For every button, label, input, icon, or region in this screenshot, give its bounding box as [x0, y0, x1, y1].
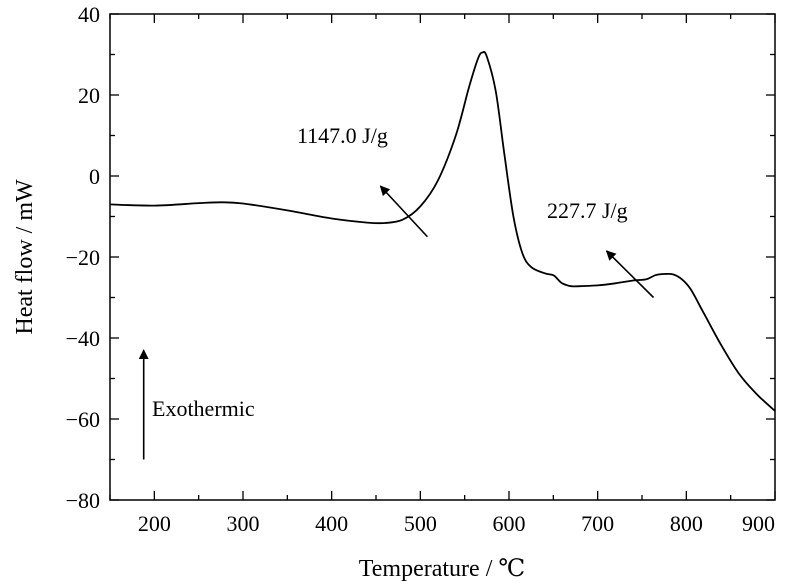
y-tick-label: 20	[78, 83, 100, 108]
x-axis-title: Temperature / ℃	[359, 556, 525, 582]
y-tick-label: −60	[66, 407, 100, 432]
x-tick-label: 700	[581, 511, 614, 536]
x-tick-label: 800	[670, 511, 703, 536]
axis-ticks	[109, 13, 776, 501]
axis-tick-labels: 200 300 400 500 600 700 800 900 −80 −60 −40 −20 0 20 4…	[66, 2, 775, 536]
y-tick-label: −20	[66, 245, 100, 270]
y-tick-label: −40	[66, 326, 100, 351]
y-tick-label: 40	[78, 2, 100, 27]
annotation-arrow	[379, 185, 429, 238]
y-tick-label: −80	[66, 488, 100, 513]
x-tick-label: 300	[227, 511, 260, 536]
x-tick-label: 400	[315, 511, 348, 536]
annotation-arrow	[605, 250, 655, 299]
x-tick-label: 200	[138, 511, 171, 536]
plot-frame	[109, 13, 776, 501]
y-tick-label: 0	[89, 164, 100, 189]
x-tick-label: 900	[742, 511, 775, 536]
y-axis-title: Heat flow / mW	[12, 179, 38, 335]
x-tick-label: 500	[404, 511, 437, 536]
annotation-label: Exothermic	[152, 396, 255, 421]
annotation-label: 227.7 J/g	[547, 198, 628, 223]
heat-flow-curve	[109, 51, 776, 412]
annotations: 1147.0 J/g 227.7 J/g Exothermic	[138, 123, 655, 460]
x-tick-label: 600	[493, 511, 526, 536]
annotation-label: 1147.0 J/g	[297, 123, 388, 148]
